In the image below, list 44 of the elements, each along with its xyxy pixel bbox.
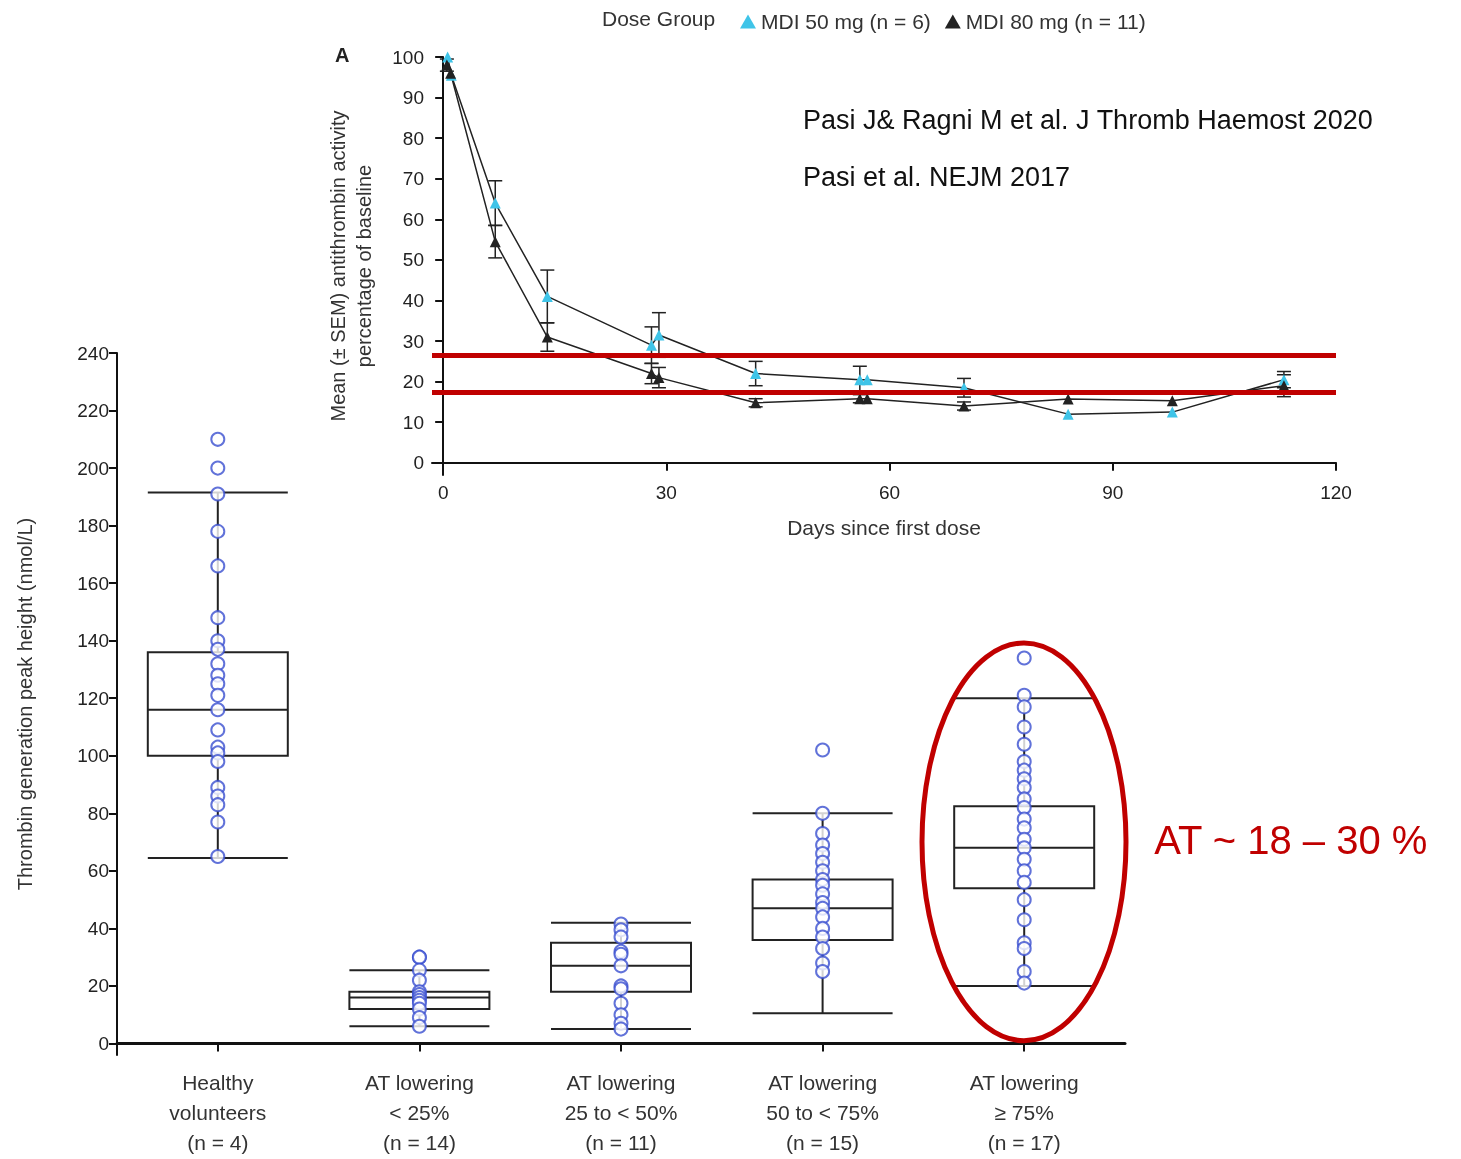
x-tick-label: 30 bbox=[655, 482, 677, 503]
y-tick-label: 100 bbox=[392, 46, 424, 68]
x-tick-label: AT lowering ≥ 75% (n = 17) bbox=[969, 1070, 1079, 1154]
x-tick-label: 90 bbox=[1102, 482, 1124, 503]
annotation: Pasi et al. NEJM 2017 bbox=[803, 161, 1071, 192]
y-tick-label: 100 bbox=[77, 745, 109, 767]
y-tick-label: 10 bbox=[402, 411, 424, 433]
y-tick-label: 160 bbox=[77, 572, 109, 594]
x-tick-label: AT lowering < 25% (n = 14) bbox=[364, 1070, 474, 1154]
y-tick-label: 0 bbox=[98, 1032, 109, 1054]
y-tick-label: 60 bbox=[87, 860, 109, 882]
y-tick-label: 180 bbox=[77, 515, 109, 537]
y-tick-label: 40 bbox=[402, 290, 424, 311]
y-tick-label: 140 bbox=[77, 630, 109, 652]
y-tick-label: 70 bbox=[402, 168, 424, 190]
y-tick-label: 90 bbox=[402, 87, 424, 109]
y-axis-title: Mean (± SEM) antithrombin activity percentage of baseline bbox=[327, 110, 375, 422]
y-tick-label: 80 bbox=[402, 127, 424, 149]
x-tick-label: Healthy volunteers (n = 4) bbox=[169, 1070, 267, 1154]
x-tick-label: 60 bbox=[879, 482, 901, 503]
y-axis-title: Thrombin generation peak height (nmol/L) bbox=[14, 517, 36, 891]
annotation: Pasi J& Ragni M et al. J Thromb Haemost 2020 bbox=[803, 104, 1373, 135]
legend-label: MDI 80 mg (n = 11) bbox=[965, 10, 1146, 33]
x-tick-label: AT lowering 50 to < 75% (n = 15) bbox=[766, 1070, 879, 1154]
y-tick-label: 20 bbox=[87, 975, 109, 997]
y-tick-label: 60 bbox=[402, 208, 424, 230]
x-tick-label: AT lowering 25 to < 50% (n = 11) bbox=[564, 1070, 678, 1154]
y-tick-label: 40 bbox=[87, 917, 109, 939]
y-tick-label: 200 bbox=[77, 457, 109, 479]
legend-title: Dose Group bbox=[602, 7, 716, 30]
y-tick-label: 50 bbox=[402, 249, 424, 271]
text: AT ~ 18 – 30 % bbox=[1154, 818, 1428, 863]
text: A bbox=[335, 44, 350, 66]
x-tick-label: 120 bbox=[1320, 482, 1352, 503]
x-tick-label: 0 bbox=[437, 482, 449, 503]
x-axis-title: Days since first dose bbox=[787, 516, 981, 539]
y-tick-label: 30 bbox=[402, 330, 424, 352]
legend-label: MDI 50 mg (n = 6) bbox=[761, 10, 931, 33]
y-tick-label: 240 bbox=[77, 342, 109, 364]
y-tick-label: 220 bbox=[77, 400, 109, 422]
y-tick-label: 120 bbox=[77, 687, 109, 709]
y-tick-label: 20 bbox=[402, 371, 424, 393]
y-tick-label: 0 bbox=[413, 452, 424, 474]
y-tick-label: 80 bbox=[87, 802, 109, 824]
